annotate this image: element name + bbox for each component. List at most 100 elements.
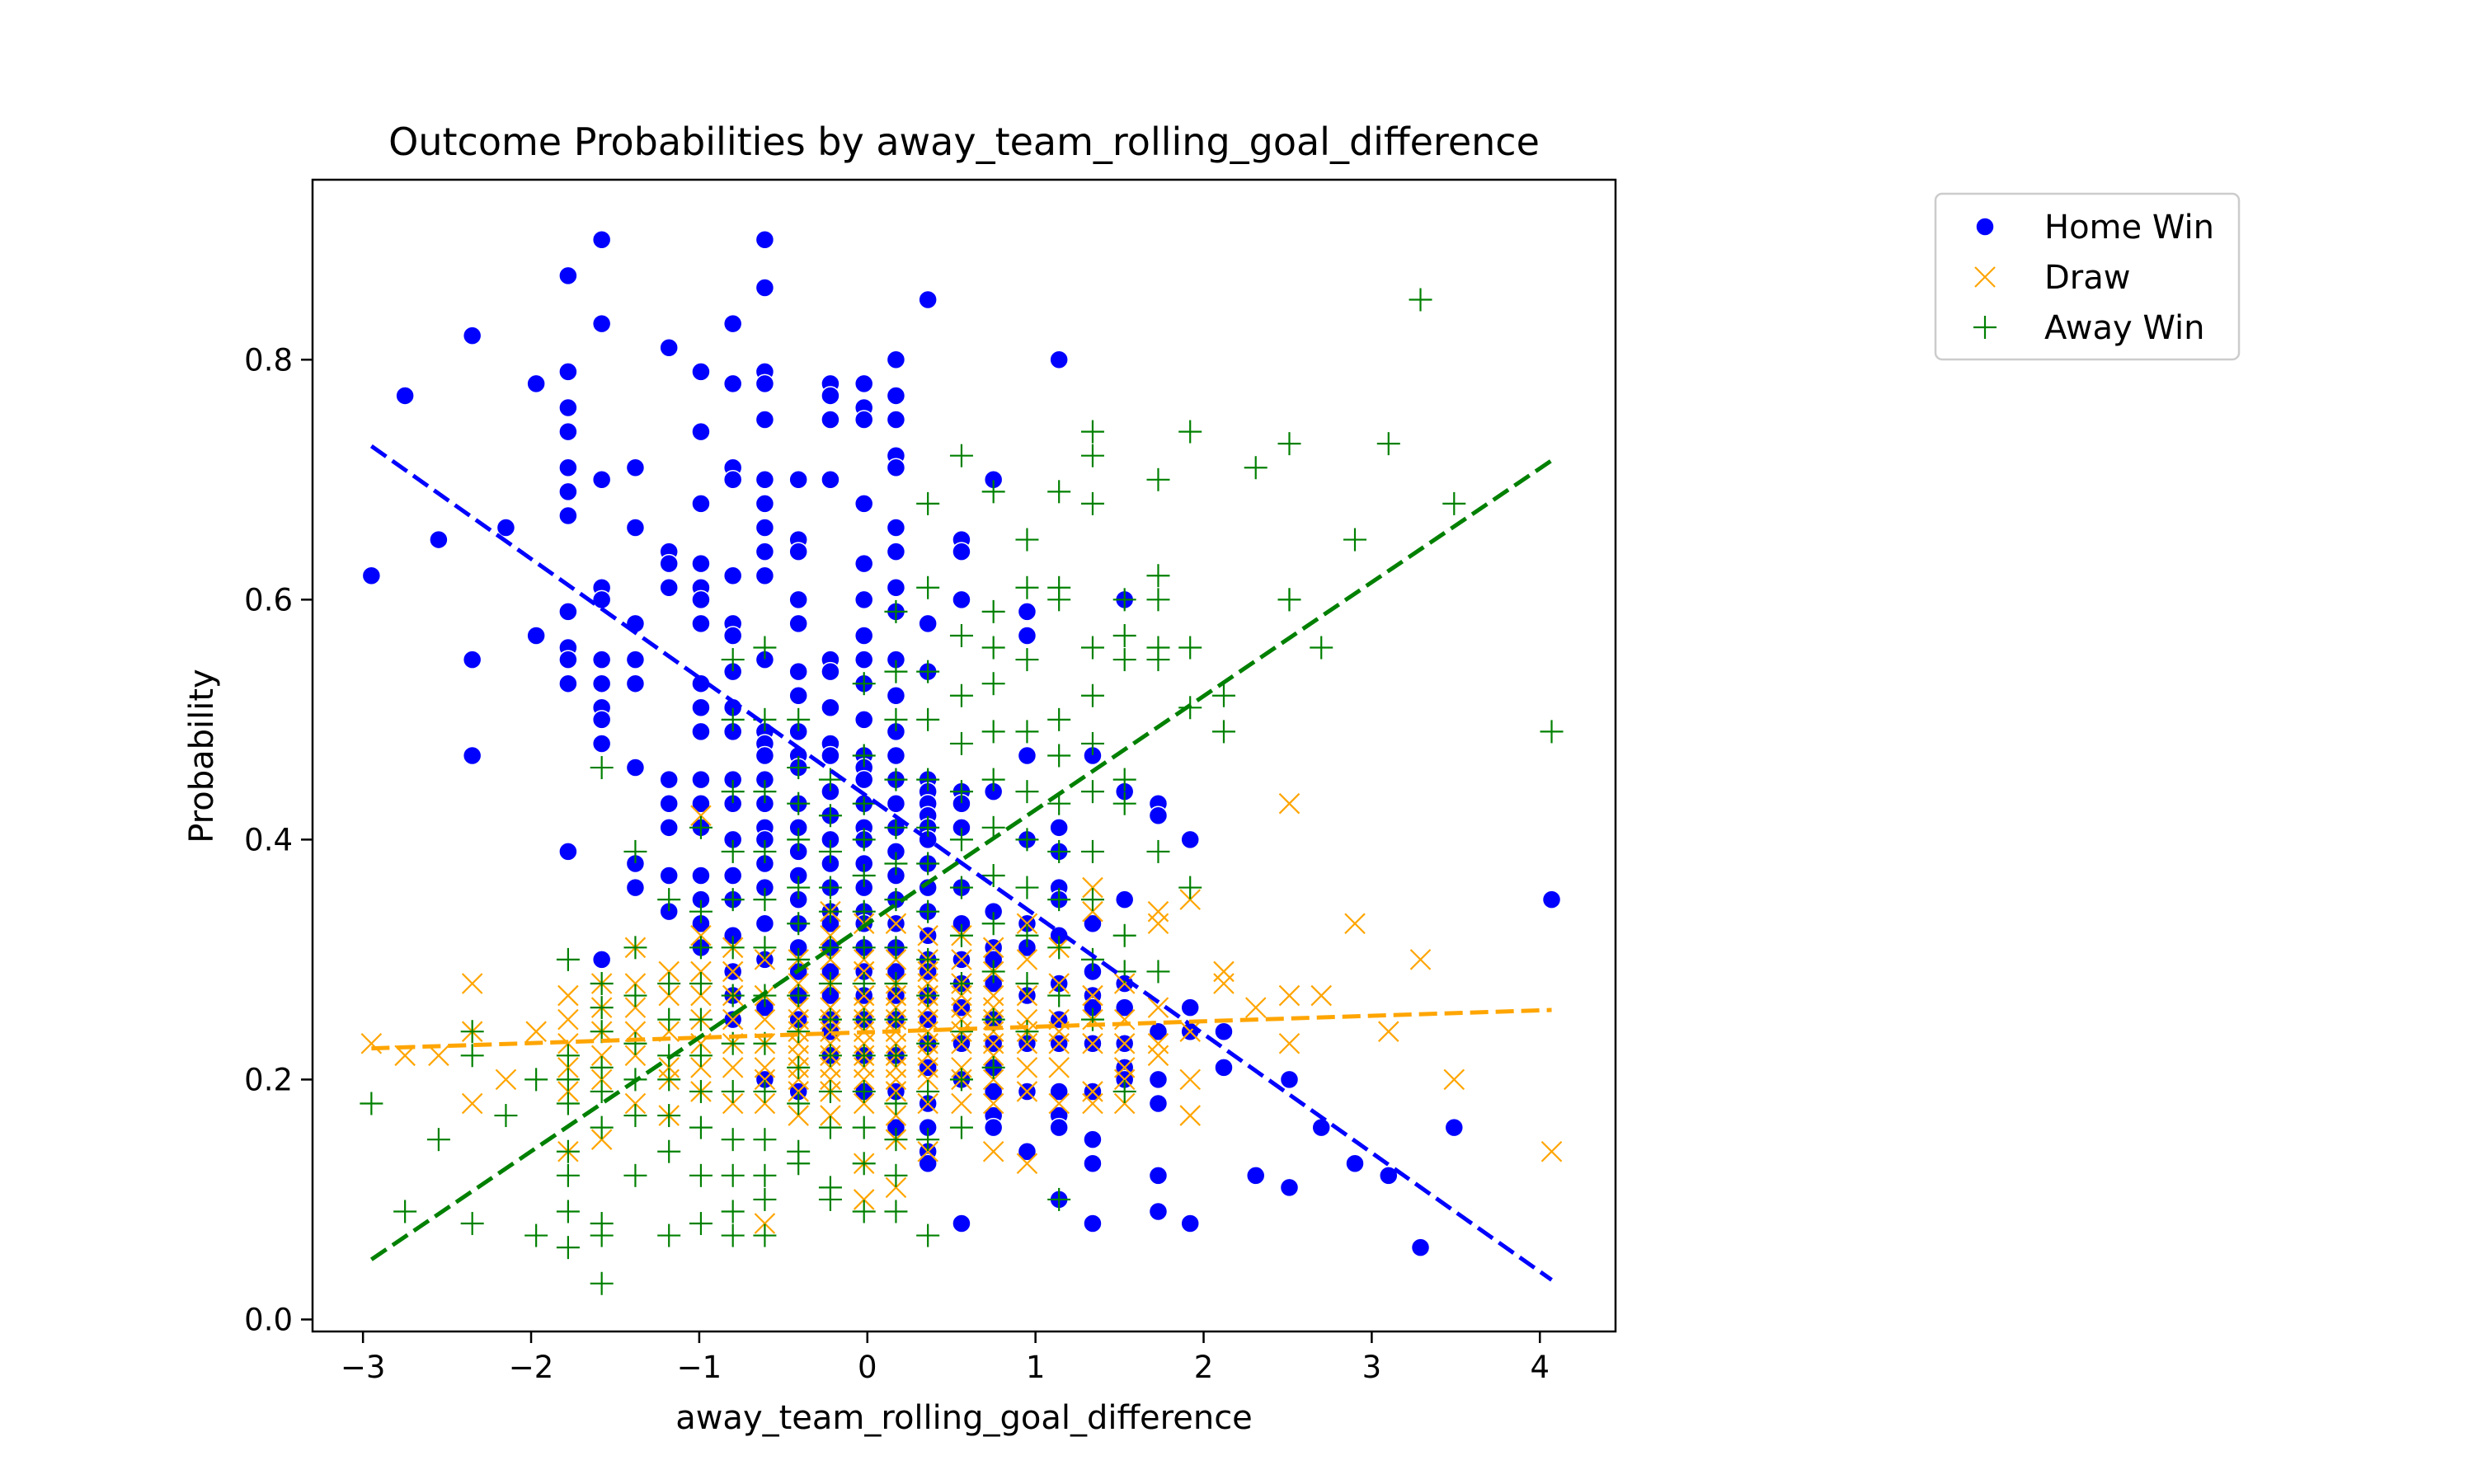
y-tick-label-0: 0.0: [244, 1302, 293, 1337]
draw-point-144-stroke-b: [1016, 913, 1038, 935]
draw-point-3: [461, 973, 483, 994]
away-win-point-141: [916, 947, 940, 971]
home-win-point-30: [591, 734, 612, 754]
draw-point-81-stroke-b: [853, 960, 875, 983]
draw-point-166-stroke-b: [1082, 1092, 1103, 1115]
away-win-point-172: [1015, 575, 1039, 599]
away-win-point-133: [916, 491, 940, 515]
away-win-point-197: [1080, 731, 1104, 755]
home-win-point-300: [1148, 1166, 1169, 1186]
away-win-point-185: [1047, 744, 1071, 768]
legend: Home Win Draw Away Win: [1934, 192, 2241, 361]
draw-point-119: [917, 1068, 938, 1091]
draw-point-167: [1113, 973, 1136, 994]
away-win-point-132: [884, 1200, 908, 1223]
home-win-point-86: [755, 278, 775, 298]
draw-point-89: [853, 1068, 875, 1091]
away-win-point-103: [818, 1187, 842, 1211]
home-win-point-13: [558, 458, 578, 477]
away-win-point-40: [657, 1139, 681, 1163]
home-win-point-188: [886, 685, 906, 706]
home-win-point-273: [1049, 1082, 1069, 1101]
home-win-point-291: [1114, 998, 1135, 1017]
away-win-point-19: [590, 996, 614, 1020]
home-win-point-55: [691, 613, 711, 634]
draw-point-184: [1244, 997, 1267, 1018]
home-win-point-10: [558, 362, 578, 382]
draw-point-32: [690, 805, 712, 827]
draw-point-171-stroke-b: [1113, 1068, 1136, 1091]
home-win-point-227: [918, 1153, 938, 1174]
away-win-point-189: [1047, 936, 1071, 960]
away-win-point-4: [460, 1044, 484, 1068]
draw-point-177: [1147, 1045, 1169, 1067]
draw-point-133-stroke-b: [982, 937, 1004, 959]
away-win-point-101: [818, 1115, 842, 1139]
home-win-point-305: [1180, 1214, 1200, 1233]
draw-point-68-stroke-b: [820, 949, 841, 970]
x-tick-label-4: 1: [1026, 1350, 1046, 1385]
home-win-point-314: [1379, 1166, 1399, 1186]
draw-point-145: [1016, 949, 1038, 970]
draw-point-38: [690, 1057, 712, 1078]
away-win-point-73: [753, 1079, 777, 1103]
away-win-point-223: [1211, 720, 1235, 744]
draw-point-34: [690, 960, 712, 983]
away-win-point-8: [524, 1223, 548, 1247]
draw-point-157: [1048, 1032, 1070, 1054]
away-win-point-56: [721, 888, 745, 912]
away-win-point-109: [852, 899, 876, 923]
away-win-point-52: [721, 648, 745, 672]
home-win-point-33: [625, 518, 646, 538]
away-win-point-129: [884, 1092, 908, 1115]
draw-point-183-stroke-b: [1213, 973, 1235, 994]
away-win-point-42: [689, 815, 713, 839]
draw-point-7: [525, 1021, 547, 1042]
legend-label-home-win: Home Win: [2044, 209, 2214, 247]
draw-point-33: [690, 925, 712, 946]
away-win-point-2: [426, 1128, 450, 1152]
home-win-point-67: [722, 373, 743, 394]
draw-point-152: [1016, 1153, 1038, 1175]
draw-point-185-stroke-b: [1278, 792, 1300, 815]
draw-point-11-stroke-b: [557, 1057, 579, 1078]
home-win-point-132: [821, 410, 840, 430]
draw-point-53: [754, 1092, 776, 1115]
draw-point-152-stroke-b: [1016, 1153, 1038, 1175]
home-win-point-158: [854, 626, 874, 646]
home-win-point-309: [1279, 1069, 1300, 1090]
home-win-point-112: [788, 589, 808, 610]
y-axis-label: Probability: [183, 669, 221, 843]
home-win-point-105: [755, 913, 775, 933]
home-win-point-72: [722, 626, 743, 646]
home-win-point-253: [983, 1117, 1004, 1138]
draw-point-132-stroke-b: [951, 1092, 972, 1115]
draw-point-181-stroke-b: [1179, 1105, 1201, 1126]
away-win-point-203: [1112, 588, 1136, 612]
away-win-point-167: [981, 912, 1005, 936]
away-win-point-155: [949, 971, 973, 995]
draw-point-4-stroke-b: [461, 1092, 483, 1115]
home-win-point-37: [625, 758, 646, 777]
draw-point-187-stroke-b: [1278, 1032, 1300, 1054]
draw-point-8-stroke-b: [557, 984, 579, 1007]
away-win-point-232: [1442, 491, 1466, 515]
home-win-point-22: [591, 313, 612, 334]
home-win-point-54: [691, 589, 711, 610]
home-win-point-16: [558, 602, 578, 622]
home-win-point-15: [558, 505, 578, 526]
draw-point-78-stroke-b: [820, 1105, 841, 1126]
home-win-point-264: [1049, 350, 1069, 370]
away-win-point-151: [949, 780, 973, 804]
home-win-point-138: [821, 745, 840, 766]
away-win-point-184: [1047, 707, 1071, 731]
draw-point-107: [885, 1176, 907, 1199]
away-win-point-138: [916, 815, 940, 839]
away-win-point-38: [657, 1068, 681, 1092]
home-win-point-254: [1017, 602, 1037, 622]
draw-point-64-stroke-b: [788, 1081, 809, 1102]
draw-point-49-stroke-b: [754, 1008, 776, 1031]
draw-point-56-stroke-b: [788, 973, 809, 994]
